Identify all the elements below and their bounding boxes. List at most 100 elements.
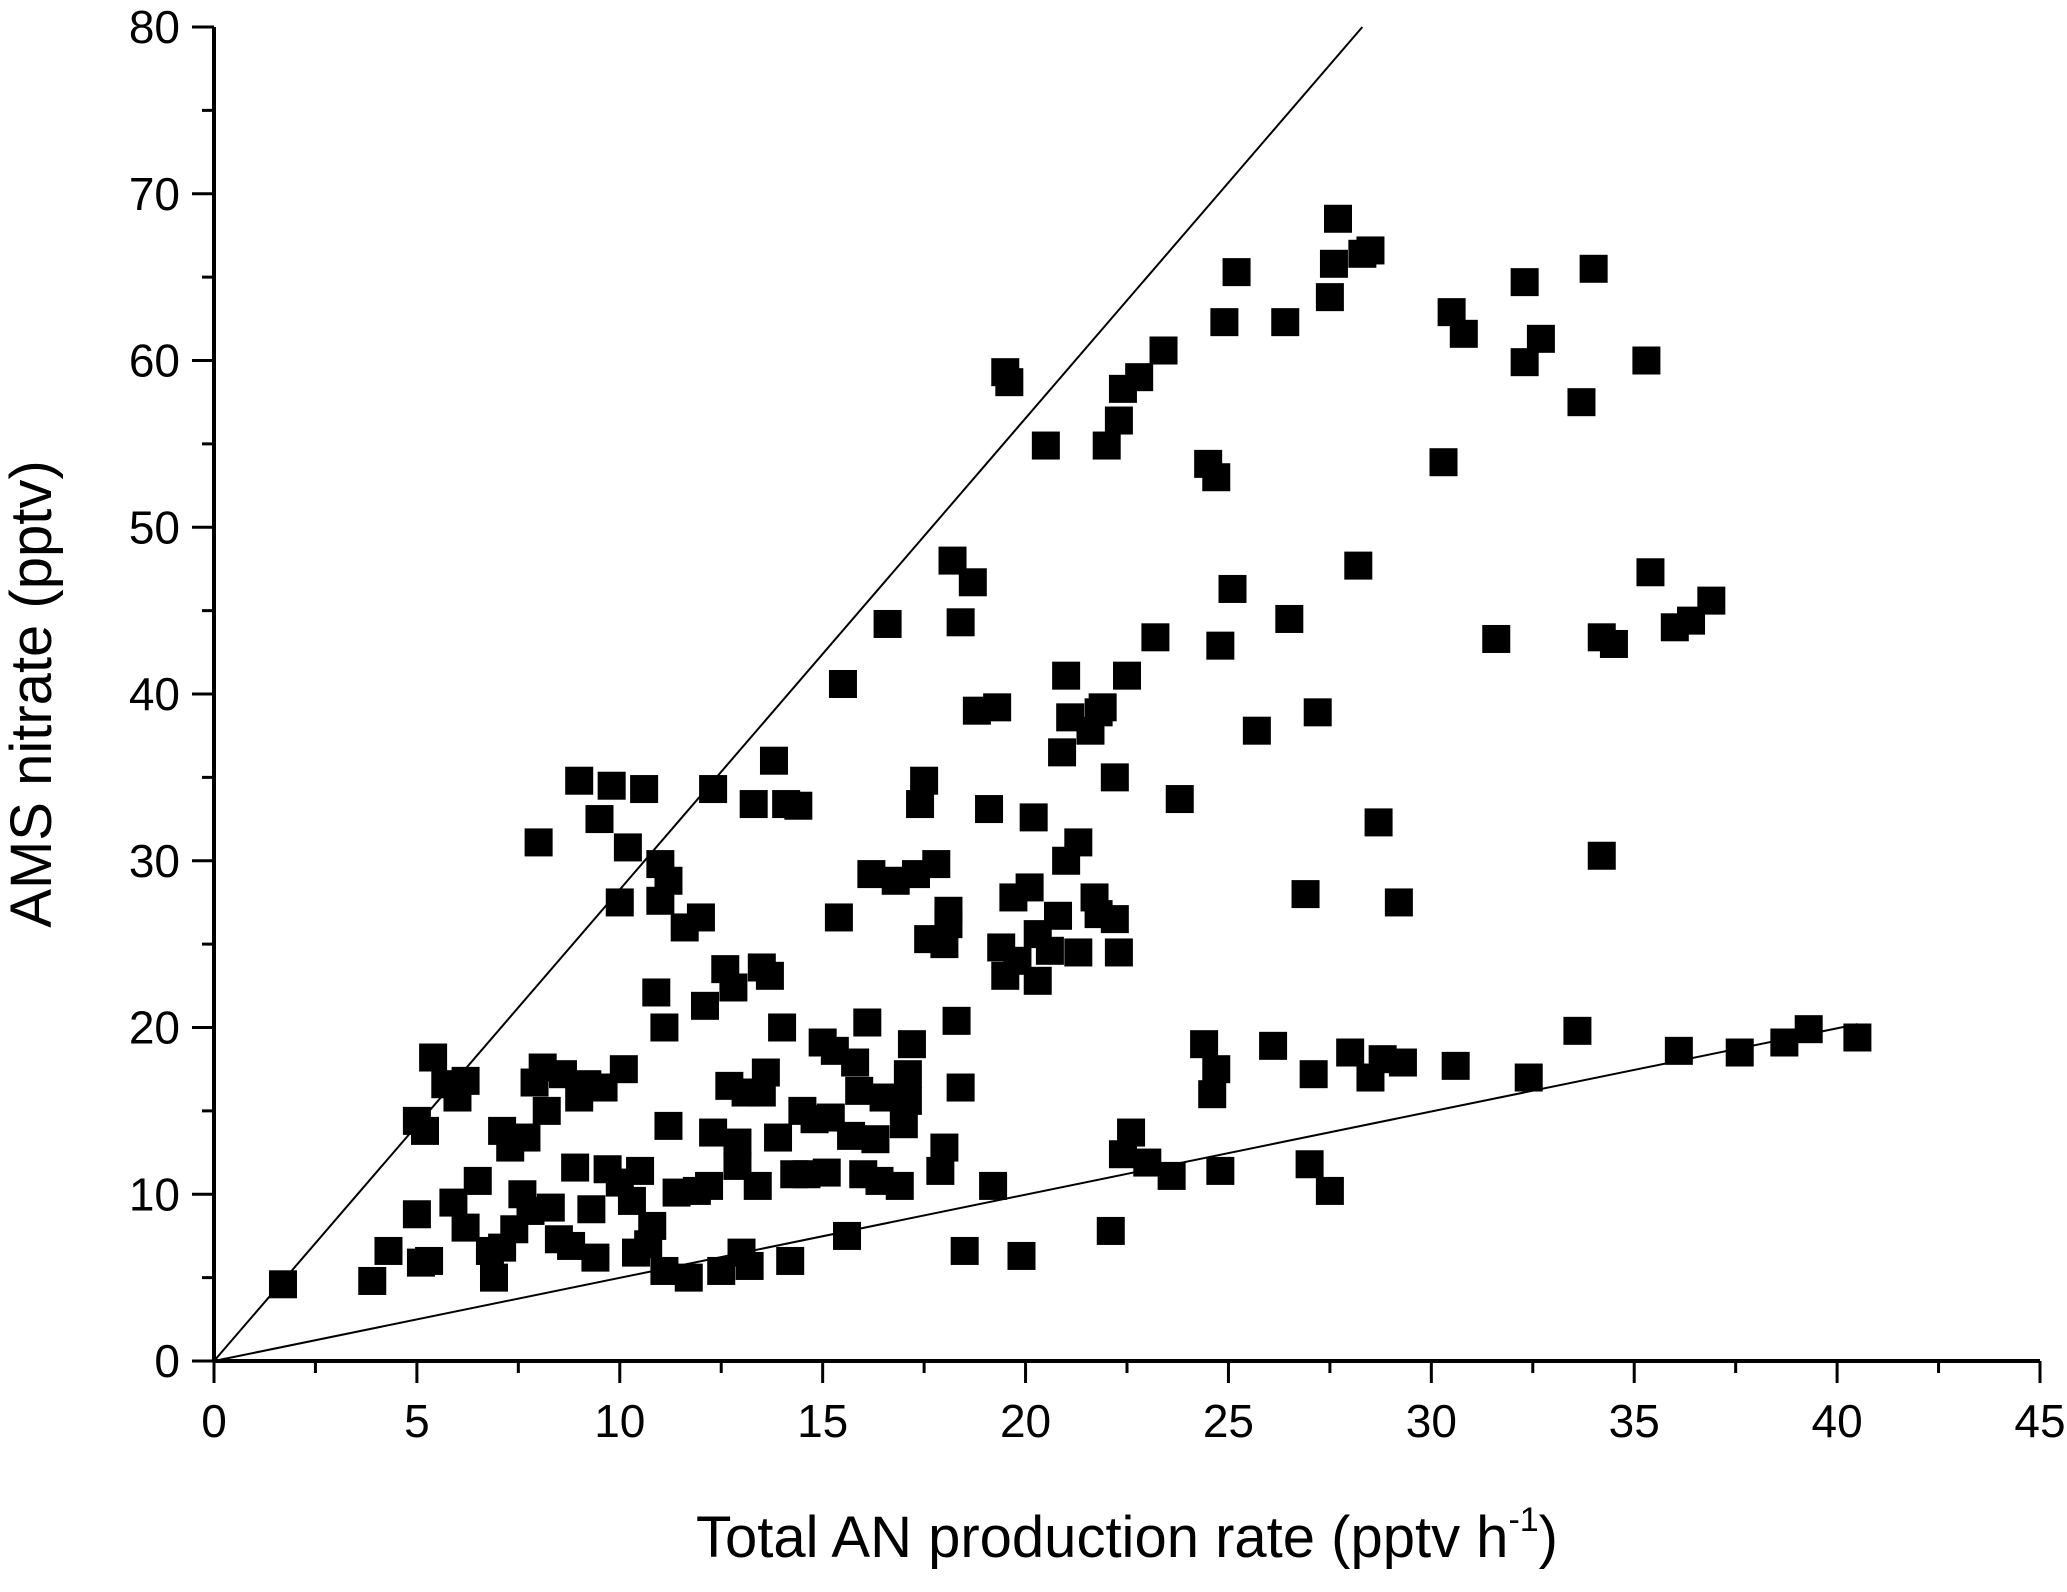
data-point (824, 903, 853, 932)
data-point (1725, 1038, 1754, 1067)
data-point (897, 1030, 926, 1059)
data-point (812, 1158, 841, 1187)
reference-lines (213, 26, 1858, 1362)
data-point (869, 1083, 898, 1112)
data-point (1218, 574, 1247, 603)
data-point (411, 1116, 440, 1145)
data-point (1165, 785, 1194, 814)
data-point (512, 1123, 541, 1152)
data-point (626, 1156, 655, 1185)
data-point (1275, 604, 1304, 633)
x-tick-label: 35 (1609, 1395, 1660, 1447)
data-point (561, 1153, 590, 1182)
data-point (845, 1076, 874, 1105)
data-point (861, 1125, 890, 1154)
data-point (751, 1058, 780, 1087)
data-point (1015, 873, 1044, 902)
data-point (1031, 431, 1060, 460)
data-point (686, 903, 715, 932)
x-tick-label: 25 (1203, 1395, 1254, 1447)
data-point (893, 1060, 922, 1089)
data-point (759, 746, 788, 775)
data-point (1364, 808, 1393, 837)
data-point (630, 775, 659, 804)
data-point (374, 1236, 403, 1265)
x-ticks: 0 5 10 15 20 25 30 35 40 45 (201, 1361, 2066, 1447)
data-point (1319, 249, 1348, 278)
data-point (654, 1111, 683, 1140)
data-point (958, 568, 987, 597)
data-point (1092, 431, 1121, 460)
data-point (674, 1263, 703, 1292)
data-point (1567, 388, 1596, 417)
y-ticks: 0 10 20 30 40 50 60 70 80 (129, 1, 214, 1387)
x-tick-label: 30 (1406, 1395, 1457, 1447)
data-point (1007, 1241, 1036, 1270)
x-tick-label: 40 (1812, 1395, 1863, 1447)
data-point (930, 1133, 959, 1162)
data-point (1157, 1161, 1186, 1190)
x-tick-label: 0 (201, 1395, 227, 1447)
data-point (1510, 268, 1539, 297)
data-point (1198, 1080, 1227, 1109)
data-point (1190, 1030, 1219, 1059)
data-point (1125, 363, 1154, 392)
data-point (1141, 623, 1170, 652)
data-point (841, 1048, 870, 1077)
x-axis-title-main: Total AN production rate (pptv h (696, 1505, 1508, 1570)
data-point (1113, 661, 1141, 690)
data-point (451, 1066, 480, 1095)
data-point (1035, 936, 1064, 965)
data-point (1579, 254, 1608, 283)
data-point (1088, 693, 1117, 722)
y-tick-label: 50 (129, 501, 180, 553)
data-point (1384, 888, 1413, 917)
data-point (1514, 1063, 1543, 1092)
data-point (1315, 283, 1344, 312)
data-point (1697, 586, 1726, 615)
data-point (735, 1251, 764, 1280)
x-tick-label: 15 (797, 1395, 848, 1447)
data-point (1100, 763, 1129, 792)
data-point (1210, 308, 1239, 337)
data-point (1449, 319, 1478, 348)
data-point (557, 1231, 586, 1260)
y-tick-label: 20 (129, 1002, 180, 1054)
data-point (885, 1171, 914, 1200)
y-tick-label: 10 (129, 1168, 180, 1220)
data-point (764, 1123, 793, 1152)
data-point (1064, 828, 1093, 857)
data-point (906, 790, 935, 819)
data-point (776, 1246, 805, 1275)
data-point (690, 991, 719, 1020)
data-point (1291, 880, 1320, 909)
data-point (548, 1060, 577, 1089)
data-point (1299, 1060, 1328, 1089)
data-point (942, 1006, 971, 1035)
data-point (1336, 1038, 1365, 1067)
y-tick-label: 80 (129, 1, 180, 53)
data-point (1664, 1036, 1693, 1065)
data-point (1023, 966, 1052, 995)
data-point (922, 850, 951, 879)
reference-line (213, 1023, 1858, 1362)
data-point (617, 1186, 646, 1215)
data-point (755, 961, 784, 990)
data-point (1096, 1216, 1125, 1245)
y-tick-label: 60 (129, 335, 180, 387)
data-point (1429, 448, 1458, 477)
data-point (1044, 901, 1073, 930)
data-point (524, 828, 553, 857)
data-point (1599, 629, 1628, 658)
data-point (784, 791, 813, 820)
data-point (650, 1256, 679, 1285)
data-point (1117, 1118, 1146, 1147)
data-point (934, 896, 963, 925)
data-point (857, 860, 886, 889)
y-tick-label: 30 (129, 835, 180, 887)
data-point (1222, 258, 1251, 287)
data-point (695, 1171, 724, 1200)
data-point (1259, 1031, 1288, 1060)
data-point (983, 693, 1012, 722)
